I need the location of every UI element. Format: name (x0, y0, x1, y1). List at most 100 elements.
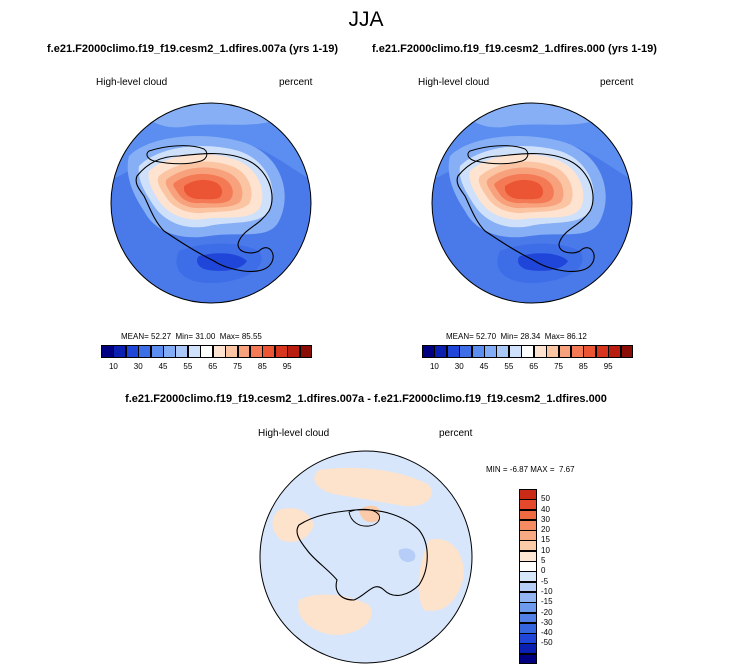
colorbar-cell (583, 345, 597, 358)
colorbar-tick-label: -15 (541, 597, 553, 607)
colorbar-cell (519, 633, 537, 644)
panel-2-units-label: percent (600, 77, 634, 88)
colorbar-tick-label: 20 (541, 525, 550, 535)
colorbar-cell (519, 643, 537, 655)
colorbar-cell (299, 345, 313, 358)
panel-2-variable-label: High-level cloud (418, 77, 490, 88)
colorbar-cell (175, 345, 189, 358)
coastline-antarctica (135, 153, 274, 272)
colorbar-cell (595, 345, 609, 358)
diff-title: f.e21.F2000climo.f19_f19.cesm2_1.dfires.… (125, 393, 607, 405)
colorbar-cell (519, 519, 537, 531)
colorbar-cell (150, 345, 164, 358)
colorbar-cell (101, 345, 114, 358)
colorbar-cell (125, 345, 139, 358)
colorbar-tick-label: 0 (541, 566, 546, 576)
map-border (110, 102, 312, 304)
colorbar-cell (620, 345, 634, 358)
colorbar-tick-label: -5 (541, 576, 549, 586)
warm-anomaly-west (272, 508, 314, 542)
panel-2-stats: MEAN= 52.70 Min= 28.34 Max= 86.12 (446, 332, 587, 341)
colorbar-cell (113, 345, 127, 358)
colorbar-tick-label: 65 (529, 362, 539, 371)
colorbar-cell (519, 499, 537, 511)
colorbar-tick-label: 85 (578, 362, 588, 371)
panel-2-colorbar-labels: 10 30 45 55 65 75 85 95 (422, 362, 633, 374)
colorbar-cell (434, 345, 448, 358)
map-border (431, 102, 633, 304)
colorbar-cell (163, 345, 176, 358)
colorbar-cell (519, 561, 537, 572)
colorbar-tick-label: -10 (541, 586, 553, 596)
colorbar-cell (249, 345, 263, 358)
colorbar-cell (519, 581, 537, 593)
colorbar-cell (521, 345, 535, 358)
panel-1-colorbar-labels: 10 30 45 55 65 75 85 95 (101, 362, 312, 374)
colorbar-cell (471, 345, 485, 358)
colorbar-tick-label: -40 (541, 628, 553, 638)
diff-units-label: percent (439, 428, 473, 439)
diff-stats: MIN = -6.87 MAX = 7.67 (486, 465, 575, 474)
diff-colorbar (519, 489, 537, 665)
colorbar-cell (519, 591, 537, 603)
colorbar-tick-label: 95 (282, 362, 292, 371)
colorbar-cell (570, 345, 584, 358)
colorbar-cell (422, 345, 435, 358)
colorbar-cell (519, 530, 537, 541)
colorbar-tick-label: 40 (541, 504, 550, 514)
colorbar-cell (187, 345, 201, 358)
colorbar-cell (508, 345, 522, 358)
colorbar-tick-label: 85 (257, 362, 267, 371)
warm-anomaly-south (298, 594, 372, 635)
panel-2-map (431, 102, 633, 304)
colorbar-cell (459, 345, 473, 358)
panel-1-units-label: percent (279, 77, 313, 88)
colorbar-cell (558, 345, 572, 358)
colorbar-cell (237, 345, 251, 358)
colorbar-cell (287, 345, 301, 358)
colorbar-cell (608, 345, 622, 358)
panel-1-map (110, 102, 312, 304)
panel-1-colorbar (101, 345, 313, 358)
colorbar-tick-label: 75 (233, 362, 242, 371)
colorbar-cell (446, 345, 460, 358)
diff-colorbar-labels: 50 40 30 20 15 10 5 0 -5 -10 -15 -20 -30 -40 -50 (541, 489, 571, 664)
panel-1-case-title: f.e21.F2000climo.f19_f19.cesm2_1.dfires.… (47, 43, 339, 55)
panel-2-colorbar (422, 345, 634, 358)
colorbar-cell (533, 345, 547, 358)
colorbar-tick-label: 10 (108, 362, 118, 371)
coastline-antarctic-peninsula (467, 145, 529, 165)
colorbar-cell (138, 345, 152, 358)
colorbar-cell (212, 345, 226, 358)
colorbar-cell (496, 345, 510, 358)
coastline-antarctica (456, 153, 595, 272)
colorbar-tick-label: -20 (541, 607, 553, 617)
colorbar-cell (519, 622, 537, 634)
colorbar-cell (484, 345, 497, 358)
colorbar-cell (519, 509, 537, 521)
darkest-ocean-patch (517, 253, 568, 271)
colorbar-cell (519, 571, 537, 583)
colorbar-tick-label: 75 (554, 362, 563, 371)
cool-anomaly-patch (398, 548, 416, 562)
map-border (259, 450, 473, 664)
warm-anomaly-east (418, 539, 464, 611)
colorbar-cell (262, 345, 276, 358)
panel-2-case-title: f.e21.F2000climo.f19_f19.cesm2_1.dfires.… (372, 43, 657, 55)
colorbar-tick-label: 15 (541, 535, 550, 545)
colorbar-cell (519, 612, 537, 624)
colorbar-tick-label: 5 (541, 556, 546, 566)
colorbar-cell (519, 550, 537, 562)
diff-variable-label: High-level cloud (258, 428, 330, 439)
colorbar-cell (225, 345, 239, 358)
colorbar-tick-label: 95 (603, 362, 613, 371)
panel-1-stats: MEAN= 52.27 Min= 31.00 Max= 85.55 (121, 332, 262, 341)
colorbar-cell (519, 540, 537, 552)
colorbar-tick-label: 45 (479, 362, 489, 371)
colorbar-tick-label: 30 (541, 514, 550, 524)
colorbar-tick-label: 10 (429, 362, 439, 371)
colorbar-tick-label: -30 (541, 617, 553, 627)
colorbar-cell (519, 602, 537, 614)
coastline-antarctic-peninsula (146, 145, 208, 165)
warm-core (184, 179, 223, 200)
